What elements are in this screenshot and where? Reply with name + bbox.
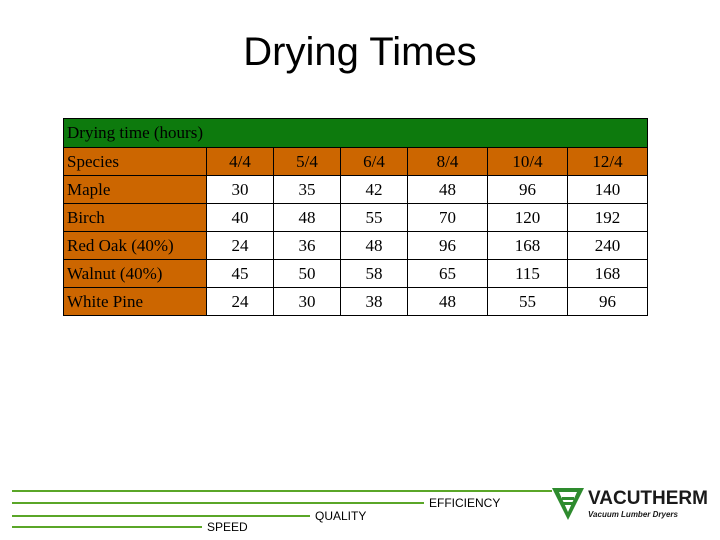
table-cell: 70 xyxy=(407,203,488,232)
table-cell: 48 xyxy=(407,287,488,316)
table-cell: 115 xyxy=(487,259,568,288)
column-header: 5/4 xyxy=(273,147,341,176)
table-cell: 35 xyxy=(273,175,341,204)
table-cell: 40 xyxy=(206,203,274,232)
species-cell: Red Oak (40%) xyxy=(63,231,207,260)
table-cell: 168 xyxy=(567,259,648,288)
table-cell: 24 xyxy=(206,231,274,260)
table-cell: 48 xyxy=(273,203,341,232)
table-cell: 45 xyxy=(206,259,274,288)
table-cell: 140 xyxy=(567,175,648,204)
column-header: 10/4 xyxy=(487,147,568,176)
table-cell: 30 xyxy=(206,175,274,204)
species-header: Species xyxy=(63,147,207,176)
efficiency-line xyxy=(12,490,552,492)
column-header: 8/4 xyxy=(407,147,488,176)
table-cell: 48 xyxy=(340,231,408,260)
table-cell: 96 xyxy=(407,231,488,260)
table-cell: 96 xyxy=(567,287,648,316)
table-cell: 240 xyxy=(567,231,648,260)
table-cell: 96 xyxy=(487,175,568,204)
table-row: Birch 40 48 55 70 120 192 xyxy=(63,203,648,232)
efficiency-line-short xyxy=(12,502,424,504)
table-cell: 55 xyxy=(487,287,568,316)
table-cell: 30 xyxy=(273,287,341,316)
table-header-row: Species 4/4 5/4 6/4 8/4 10/4 12/4 xyxy=(63,147,648,176)
species-cell: Birch xyxy=(63,203,207,232)
table-cell: 50 xyxy=(273,259,341,288)
species-cell: Maple xyxy=(63,175,207,204)
logo-tagline: Vacuum Lumber Dryers xyxy=(588,510,678,519)
table-cell: 55 xyxy=(340,203,408,232)
table-cell: 48 xyxy=(407,175,488,204)
table-row: Maple 30 35 42 48 96 140 xyxy=(63,175,648,204)
slide-title: Drying Times xyxy=(243,30,477,74)
table-row: Red Oak (40%) 24 36 48 96 168 240 xyxy=(63,231,648,260)
table-caption: Drying time (hours) xyxy=(63,118,648,148)
quality-label: QUALITY xyxy=(315,509,367,523)
logo-name: VACUTHERM xyxy=(588,488,708,509)
table-cell: 65 xyxy=(407,259,488,288)
column-header: 4/4 xyxy=(206,147,274,176)
table-cell: 192 xyxy=(567,203,648,232)
table-row: Walnut (40%) 45 50 58 65 115 168 xyxy=(63,259,648,288)
table-cell: 36 xyxy=(273,231,341,260)
table-cell: 58 xyxy=(340,259,408,288)
efficiency-label: EFFICIENCY xyxy=(429,496,501,510)
column-header: 6/4 xyxy=(340,147,408,176)
species-cell: Walnut (40%) xyxy=(63,259,207,288)
species-cell: White Pine xyxy=(63,287,207,316)
table-cell: 42 xyxy=(340,175,408,204)
speed-line xyxy=(12,526,202,528)
table-row: White Pine 24 30 38 48 55 96 xyxy=(63,287,648,316)
speed-label: SPEED xyxy=(207,520,248,534)
vacutherm-v-logo-icon xyxy=(552,488,584,520)
table-cell: 168 xyxy=(487,231,568,260)
column-header: 12/4 xyxy=(567,147,648,176)
drying-times-table: Drying time (hours) Species 4/4 5/4 6/4 … xyxy=(63,118,648,316)
table-cell: 120 xyxy=(487,203,568,232)
quality-line xyxy=(12,515,310,517)
vacutherm-logo: VACUTHERM Vacuum Lumber Dryers xyxy=(550,486,710,522)
table-cell: 38 xyxy=(340,287,408,316)
table-cell: 24 xyxy=(206,287,274,316)
